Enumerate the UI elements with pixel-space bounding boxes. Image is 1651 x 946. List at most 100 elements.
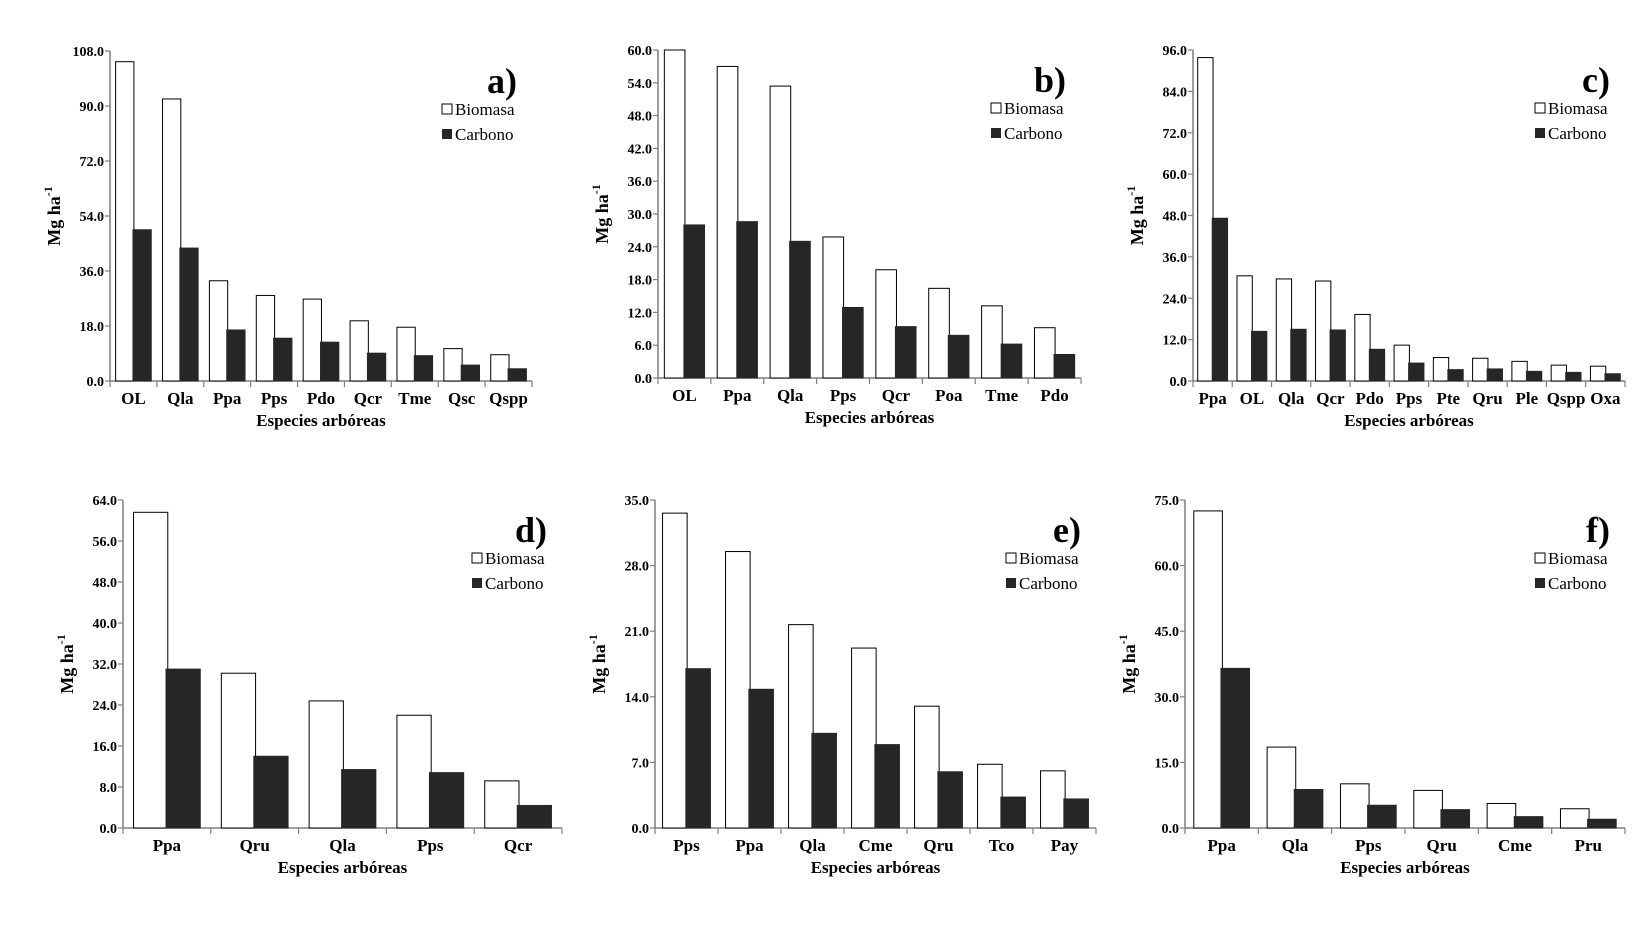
x-category-label: Qcr bbox=[354, 389, 383, 408]
legend-label-carbono: Carbono bbox=[1004, 124, 1063, 143]
bar-carbono-qcr bbox=[516, 804, 552, 829]
y-tick-label: 36.0 bbox=[628, 175, 653, 190]
bar-biomasa-ppa bbox=[1197, 57, 1214, 382]
y-tick-label: 48.0 bbox=[93, 576, 118, 591]
x-category-label: Tme bbox=[985, 386, 1019, 405]
bar-biomasa-pps bbox=[1393, 344, 1410, 382]
bar-biomasa-ple bbox=[1511, 360, 1528, 382]
chart-panel-e: 0.0 7.0 14.0 21.0 28.0 35.0 Pps Ppa Qla Cme Qru Tco… bbox=[586, 494, 1097, 877]
bar-carbono-poa bbox=[947, 334, 970, 379]
legend-label-biomasa: Biomasa bbox=[1548, 549, 1608, 568]
y-axis-label-superscript: -1 bbox=[586, 634, 600, 644]
bar-biomasa-tme bbox=[981, 305, 1003, 379]
y-tick-label: 108.0 bbox=[73, 45, 105, 60]
y-tick-label: 30.0 bbox=[1155, 691, 1180, 706]
bar-biomasa-qru bbox=[1472, 357, 1489, 382]
x-category-label: Qla bbox=[799, 836, 826, 855]
bar-biomasa-qspp bbox=[490, 354, 510, 382]
y-tick-label: 6.0 bbox=[635, 339, 653, 354]
bar-carbono-cme bbox=[874, 744, 900, 829]
y-tick-label: 60.0 bbox=[1155, 560, 1180, 575]
bar-carbono-oxa bbox=[1604, 373, 1621, 382]
panel-letter: c) bbox=[1582, 60, 1610, 100]
bar-biomasa-qla bbox=[162, 98, 182, 382]
x-category-label: Pps bbox=[1396, 389, 1423, 408]
x-category-label: Qla bbox=[1282, 836, 1309, 855]
y-tick-label: 0.0 bbox=[635, 372, 653, 387]
bar-carbono-qru bbox=[937, 771, 963, 829]
x-axis-label: Especies arbóreas bbox=[278, 858, 408, 877]
x-category-label: Qru bbox=[1427, 836, 1457, 855]
bar-carbono-tme bbox=[413, 355, 434, 382]
y-tick-label: 42.0 bbox=[628, 142, 653, 157]
legend-label-biomasa: Biomasa bbox=[1548, 99, 1608, 118]
x-axis-label: Especies arbóreas bbox=[811, 858, 941, 877]
x-category-label: Qla bbox=[167, 389, 194, 408]
bar-carbono-pdo bbox=[320, 341, 340, 382]
bar-carbono-pdo bbox=[1368, 348, 1386, 382]
legend-label-biomasa: Biomasa bbox=[1019, 549, 1079, 568]
bar-biomasa-qla bbox=[1275, 278, 1293, 382]
bar-biomasa-qsc bbox=[443, 348, 463, 382]
bar-biomasa-pdo bbox=[1033, 327, 1056, 379]
y-tick-label: 0.0 bbox=[1170, 375, 1188, 390]
bar-carbono-tme bbox=[1000, 343, 1023, 379]
bar-carbono-qla bbox=[1293, 789, 1324, 829]
bar-biomasa-pps bbox=[1339, 783, 1370, 829]
x-category-label: Qru bbox=[240, 836, 270, 855]
panel-letter: f) bbox=[1586, 510, 1610, 550]
x-category-label: Qru bbox=[1472, 389, 1502, 408]
bar-biomasa-oxa bbox=[1589, 365, 1607, 382]
y-tick-label: 16.0 bbox=[93, 740, 118, 755]
bar-biomasa-pay bbox=[1040, 770, 1066, 829]
bar-carbono-pps bbox=[685, 668, 711, 829]
y-axis-label-superscript: -1 bbox=[589, 184, 603, 194]
bar-biomasa-ppa bbox=[716, 65, 739, 379]
y-tick-label: 60.0 bbox=[628, 44, 653, 59]
bar-carbono-pay bbox=[1063, 798, 1089, 829]
y-tick-label: 45.0 bbox=[1155, 625, 1180, 640]
x-category-label: Qla bbox=[777, 386, 804, 405]
x-category-label: OL bbox=[1240, 389, 1265, 408]
bar-biomasa-ol bbox=[1236, 275, 1253, 382]
legend-swatch-biomasa bbox=[1534, 552, 1546, 564]
y-tick-label: 60.0 bbox=[1163, 168, 1188, 183]
bar-biomasa-qru bbox=[914, 705, 940, 829]
bar-biomasa-pte bbox=[1432, 357, 1450, 382]
chart-panel-f: 0.0 15.0 30.0 45.0 60.0 75.0 Ppa Qla Pps Qru Cme Pr… bbox=[1116, 494, 1626, 877]
bar-biomasa-qla bbox=[1266, 746, 1297, 829]
bar-carbono-pps bbox=[1367, 804, 1397, 829]
bar-biomasa-ppa bbox=[208, 280, 229, 382]
y-tick-label: 96.0 bbox=[1163, 44, 1188, 59]
y-tick-label: 84.0 bbox=[1163, 85, 1188, 100]
bar-carbono-ppa bbox=[1211, 217, 1229, 382]
x-category-label: Qla bbox=[1278, 389, 1305, 408]
y-tick-label: 72.0 bbox=[1163, 127, 1188, 142]
bar-biomasa-qcr bbox=[484, 780, 520, 829]
x-category-label: Ple bbox=[1515, 389, 1538, 408]
bar-carbono-ppa bbox=[736, 221, 758, 379]
bar-biomasa-pps bbox=[396, 714, 432, 829]
legend-swatch-biomasa bbox=[990, 102, 1002, 114]
y-tick-label: 12.0 bbox=[1163, 334, 1188, 349]
y-tick-label: 75.0 bbox=[1155, 494, 1180, 509]
x-category-label: Qcr bbox=[504, 836, 533, 855]
x-category-label: Qcr bbox=[882, 386, 911, 405]
legend-label-carbono: Carbono bbox=[455, 125, 514, 144]
bar-biomasa-qla bbox=[308, 700, 344, 829]
y-axis-label-text: Mg ha bbox=[589, 644, 609, 694]
bar-biomasa-ppa bbox=[725, 551, 751, 829]
y-tick-label: 24.0 bbox=[628, 241, 653, 256]
x-axis-label: Especies arbóreas bbox=[256, 411, 386, 430]
y-tick-label: 7.0 bbox=[632, 756, 650, 771]
bar-carbono-pps bbox=[273, 337, 293, 382]
bar-biomasa-ol bbox=[115, 61, 135, 382]
legend-label-carbono: Carbono bbox=[1548, 124, 1607, 143]
x-category-label: Qspp bbox=[489, 389, 528, 408]
x-category-label: Pdo bbox=[1356, 389, 1384, 408]
bar-carbono-qla bbox=[1290, 328, 1307, 382]
legend-label-biomasa: Biomasa bbox=[485, 549, 545, 568]
x-category-label: Qsc bbox=[448, 389, 476, 408]
x-category-label: Pdo bbox=[1040, 386, 1068, 405]
legend-swatch-biomasa bbox=[1534, 102, 1546, 114]
